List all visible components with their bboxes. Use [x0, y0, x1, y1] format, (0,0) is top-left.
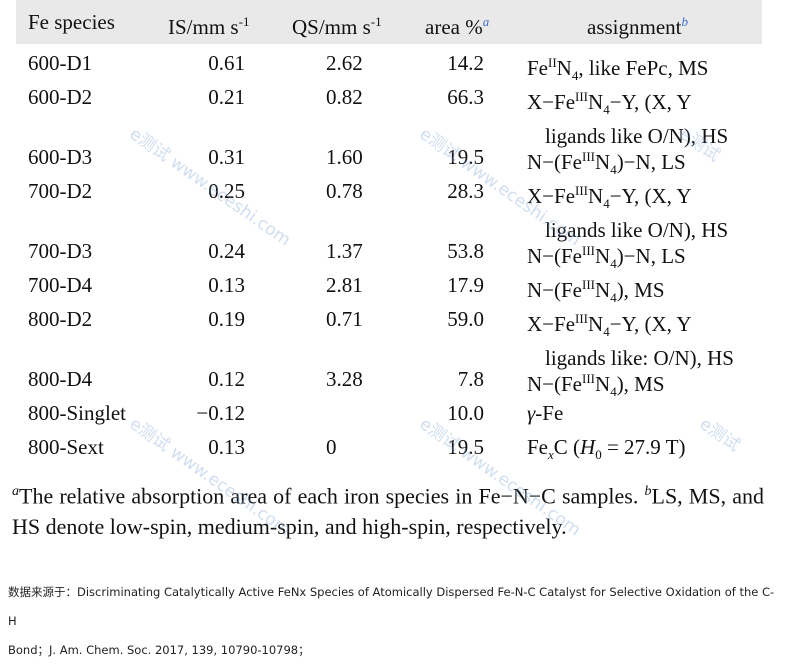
cell-qs: 1.37 [326, 239, 363, 263]
cell-qs: 0 [326, 435, 337, 459]
assignment-line-1: N−(FeIIIN4), MS [527, 371, 665, 400]
assignment-line-2: ligands like O/N), HS [545, 218, 729, 243]
cell-species: 800-D2 [28, 307, 93, 331]
assignment-line-1: N−(FeIIIN4)−N, LS [527, 243, 686, 272]
cell-species: 800-Singlet [28, 401, 126, 425]
cell-species: 600-D1 [28, 51, 93, 75]
assignment-line-1: N−(FeIIIN4), MS [527, 277, 665, 306]
cell-area: 19.5 [447, 435, 484, 459]
footnote-b-text: LS, MS, and HS denote low-spin, medium-s… [12, 483, 764, 540]
cell-qs: 1.60 [326, 145, 363, 169]
cell-qs: 2.81 [326, 273, 363, 297]
cell-species: 700-D4 [28, 273, 93, 297]
assignment-line-2: ligands like O/N), HS [545, 124, 729, 149]
cell-area: 10.0 [447, 401, 484, 425]
cell-area: 17.9 [447, 273, 484, 297]
header-fe-species: Fe species [28, 10, 115, 34]
cell-assignment: N−(FeIIIN4), MS [527, 272, 665, 311]
cell-qs: 0.78 [326, 179, 363, 203]
source-line-1: 数据来源于：Discriminating Catalytically Activ… [8, 585, 775, 628]
cell-assignment: N−(FeIIIN4)−N, LS [527, 238, 686, 277]
assignment-line-1: X−FeIIIN4−Y, (X, Y [527, 311, 692, 340]
assignment-line-2: ligands like: O/N), HS [545, 346, 734, 371]
cell-qs: 2.62 [326, 51, 363, 75]
cell-assignment: X−FeIIIN4−Y, (X, Y ligands like: O/N), HS [527, 306, 734, 371]
source-line-2: Bond；J. Am. Chem. Soc. 2017, 139, 10790-… [8, 643, 310, 657]
cell-species: 700-D3 [28, 239, 93, 263]
cell-assignment: FeIIN4, like FePc, MS [527, 50, 708, 89]
source-citation: 数据来源于：Discriminating Catalytically Activ… [8, 578, 778, 665]
footnote-a-mark: a [12, 484, 19, 499]
cell-is: 0.31 [208, 145, 245, 169]
cell-species: 600-D2 [28, 85, 93, 109]
assignment-line-1: FexC (H0 = 27.9 T) [527, 435, 686, 463]
cell-area: 59.0 [447, 307, 484, 331]
cell-area: 14.2 [447, 51, 484, 75]
cell-assignment: γ-Fe [527, 400, 563, 426]
cell-assignment: X−FeIIIN4−Y, (X, Y ligands like O/N), HS [527, 178, 728, 243]
cell-is: 0.13 [208, 435, 245, 459]
header-is: IS/mm s-1 [168, 14, 250, 39]
cell-qs: 0.71 [326, 307, 363, 331]
assignment-line-1: X−FeIIIN4−Y, (X, Y [527, 183, 692, 212]
footnotes: aThe relative absorption area of each ir… [12, 476, 764, 542]
cell-area: 19.5 [447, 145, 484, 169]
cell-species: 600-D3 [28, 145, 93, 169]
footnote-b-mark: b [644, 484, 652, 499]
cell-is: 0.24 [208, 239, 245, 263]
cell-assignment: X−FeIIIN4−Y, (X, Y ligands like O/N), HS [527, 84, 728, 149]
cell-area: 28.3 [447, 179, 484, 203]
header-area: area %a [425, 14, 490, 39]
watermark: e测试 [695, 414, 744, 456]
cell-is: −0.12 [196, 401, 245, 425]
cell-qs: 0.82 [326, 85, 363, 109]
cell-is: 0.19 [208, 307, 245, 331]
assignment-line-1: FeIIN4, like FePc, MS [527, 55, 709, 84]
cell-area: 53.8 [447, 239, 484, 263]
cell-assignment: FexC (H0 = 27.9 T) [527, 434, 686, 468]
cell-is: 0.21 [208, 85, 245, 109]
cell-is: 0.12 [208, 367, 245, 391]
header-qs: QS/mm s-1 [292, 14, 382, 39]
cell-species: 800-Sext [28, 435, 104, 459]
header-assignment: assignmentb [587, 14, 688, 39]
cell-is: 0.61 [208, 51, 245, 75]
assignment-line-1: γ-Fe [527, 401, 564, 425]
cell-is: 0.25 [208, 179, 245, 203]
footnote-a-text: The relative absorption area of each iro… [19, 483, 639, 509]
cell-area: 7.8 [457, 367, 484, 391]
cell-is: 0.13 [208, 273, 245, 297]
cell-area: 66.3 [447, 85, 484, 109]
cell-assignment: N−(FeIIIN4)−N, LS [527, 144, 686, 183]
cell-species: 800-D4 [28, 367, 93, 391]
assignment-line-1: X−FeIIIN4−Y, (X, Y [527, 89, 692, 118]
cell-species: 700-D2 [28, 179, 93, 203]
assignment-line-1: N−(FeIIIN4)−N, LS [527, 149, 686, 178]
cell-qs: 3.28 [326, 367, 363, 391]
cell-assignment: N−(FeIIIN4), MS [527, 366, 665, 405]
table-header-band [16, 0, 762, 44]
